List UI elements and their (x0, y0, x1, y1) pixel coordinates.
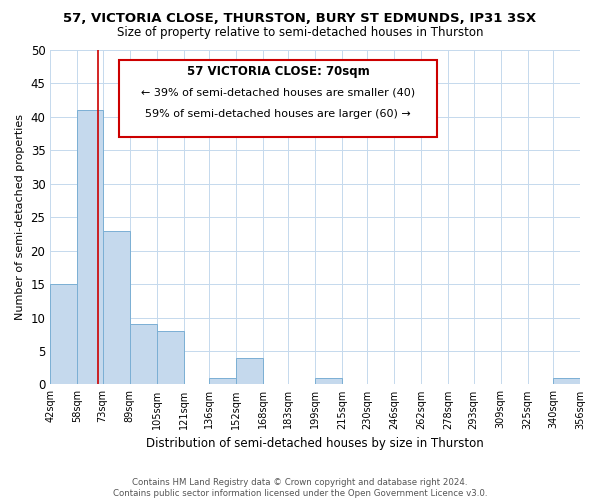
Bar (157, 331, 184, 384)
Bar (209, 378, 236, 384)
Text: 57, VICTORIA CLOSE, THURSTON, BURY ST EDMUNDS, IP31 3SX: 57, VICTORIA CLOSE, THURSTON, BURY ST ED… (64, 12, 536, 26)
Text: ← 39% of semi-detached houses are smaller (40): ← 39% of semi-detached houses are smalle… (141, 87, 415, 97)
Bar (553, 378, 580, 384)
Text: 57 VICTORIA CLOSE: 70sqm: 57 VICTORIA CLOSE: 70sqm (187, 65, 370, 78)
X-axis label: Distribution of semi-detached houses by size in Thurston: Distribution of semi-detached houses by … (146, 437, 484, 450)
Bar (236, 358, 263, 384)
Bar (77, 110, 103, 384)
Y-axis label: Number of semi-detached properties: Number of semi-detached properties (15, 114, 25, 320)
Text: Contains HM Land Registry data © Crown copyright and database right 2024.
Contai: Contains HM Land Registry data © Crown c… (113, 478, 487, 498)
Bar (50, 284, 77, 384)
Bar (130, 324, 157, 384)
Bar (103, 230, 130, 384)
FancyBboxPatch shape (119, 60, 437, 137)
Text: 59% of semi-detached houses are larger (60) →: 59% of semi-detached houses are larger (… (145, 109, 411, 119)
Text: Size of property relative to semi-detached houses in Thurston: Size of property relative to semi-detach… (117, 26, 483, 39)
Bar (315, 378, 342, 384)
